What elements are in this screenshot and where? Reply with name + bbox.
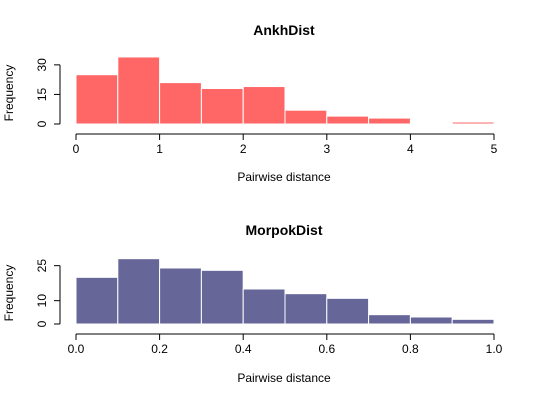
y-tick-label: 0 <box>35 320 49 327</box>
y-axis-label: Frequency <box>2 65 16 122</box>
histogram-bar <box>117 258 161 325</box>
y-tick-label: 25 <box>35 259 49 273</box>
histogram-bar <box>242 86 286 125</box>
histogram-panel-ankhdist: AnkhDist 0 1 2 3 4 5 0 15 30 Pairwise distance F… <box>2 22 498 184</box>
histogram-bar <box>284 109 328 125</box>
chart-title: AnkhDist <box>253 22 315 38</box>
x-tick-label: 0.4 <box>235 342 252 356</box>
x-axis-label: Pairwise distance <box>237 371 331 385</box>
histogram-bar <box>200 88 244 125</box>
histogram-bar <box>451 121 495 125</box>
x-tick-label: 2 <box>240 142 247 156</box>
histogram-bar <box>159 82 202 125</box>
x-tick-label: 1 <box>156 142 163 156</box>
histogram-bar <box>159 267 202 325</box>
histogram-bar <box>242 288 286 325</box>
histogram-bar <box>451 318 495 325</box>
y-tick-label: 0 <box>35 120 49 127</box>
histogram-panel-morpokdist: MorpokDist 0.0 0.2 0.4 0.6 0.8 1.0 0 10 25 Pairw… <box>2 222 503 385</box>
histogram-bar <box>368 314 411 325</box>
x-tick-label: 0.8 <box>402 342 419 356</box>
histogram-bar <box>409 316 453 325</box>
histogram-bar <box>75 276 119 325</box>
histogram-bar <box>326 115 370 125</box>
y-tick-label: 30 <box>35 58 49 72</box>
histogram-bar <box>200 269 244 325</box>
histogram-bar <box>326 297 370 325</box>
x-tick-label: 5 <box>491 142 498 156</box>
y-axis-label: Frequency <box>2 265 16 322</box>
x-tick-label: 0.2 <box>151 342 168 356</box>
x-axis-label: Pairwise distance <box>237 170 331 184</box>
x-tick-label: 4 <box>407 142 414 156</box>
x-tick-label: 1.0 <box>486 342 503 356</box>
x-tick-label: 3 <box>323 142 330 156</box>
histogram-bar <box>368 117 411 125</box>
y-tick-label: 15 <box>35 87 49 101</box>
y-tick-label: 10 <box>35 294 49 308</box>
histogram-bar <box>117 56 161 125</box>
histogram-bar <box>284 293 328 325</box>
histogram-bar <box>75 74 119 125</box>
x-tick-label: 0.0 <box>68 342 85 356</box>
x-tick-label: 0 <box>73 142 80 156</box>
plot-area: 0 1 2 3 4 5 0 15 30 <box>35 56 498 156</box>
plot-area: 0.0 0.2 0.4 0.6 0.8 1.0 0 10 25 <box>35 258 503 356</box>
x-tick-label: 0.6 <box>318 342 335 356</box>
chart-title: MorpokDist <box>246 222 323 238</box>
